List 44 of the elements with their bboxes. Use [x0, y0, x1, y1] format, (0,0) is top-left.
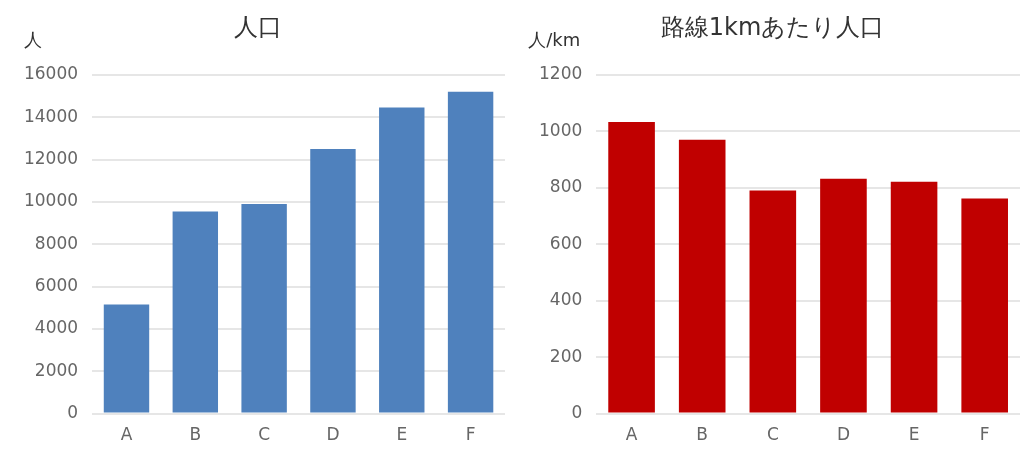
bar [820, 178, 867, 413]
x-tick-label: B [696, 424, 709, 445]
x-tick-label: C [258, 424, 271, 445]
y-tick-label: 4000 [34, 317, 79, 338]
x-tick-label: E [396, 424, 408, 445]
bar [961, 198, 1008, 413]
y-tick-label: 16000 [23, 63, 79, 84]
y-tick-label: 400 [549, 289, 583, 310]
bar [103, 304, 150, 413]
bar [608, 121, 655, 413]
y-tick-label: 1000 [539, 119, 583, 140]
x-tick-label: C [766, 424, 779, 445]
x-tick-label: D [836, 424, 850, 445]
y-axis-title: 人/km [528, 29, 581, 50]
bar [447, 91, 494, 413]
y-tick-label: 2000 [34, 359, 79, 380]
y-tick-label: 10000 [23, 190, 79, 211]
chart-title: 人口 [233, 12, 282, 41]
bar [310, 148, 356, 413]
y-tick-label: 14000 [23, 105, 79, 126]
x-tick-label: F [465, 424, 476, 445]
y-tick-label: 0 [67, 402, 79, 423]
y-tick-label: 6000 [34, 274, 79, 295]
bar [379, 107, 425, 413]
y-tick-label: 200 [549, 345, 583, 366]
bar [241, 203, 287, 413]
bar [890, 181, 938, 413]
x-tick-label: A [120, 424, 133, 445]
bar [749, 190, 797, 413]
y-tick-label: 1200 [539, 63, 583, 84]
y-tick-label: 800 [549, 176, 583, 197]
y-tick-label: 600 [549, 232, 583, 253]
bar [678, 139, 726, 413]
bar [172, 211, 219, 413]
y-axis-title: 人 [24, 29, 43, 50]
x-tick-label: E [908, 424, 920, 445]
y-tick-label: 12000 [23, 147, 79, 168]
x-tick-label: D [326, 424, 340, 445]
x-tick-label: A [625, 424, 638, 445]
chart-title: 路線1kmあたり人口 [660, 12, 885, 41]
x-tick-label: B [189, 424, 202, 445]
x-tick-label: F [979, 424, 990, 445]
y-tick-label: 8000 [34, 232, 79, 253]
y-tick-label: 0 [571, 402, 583, 423]
